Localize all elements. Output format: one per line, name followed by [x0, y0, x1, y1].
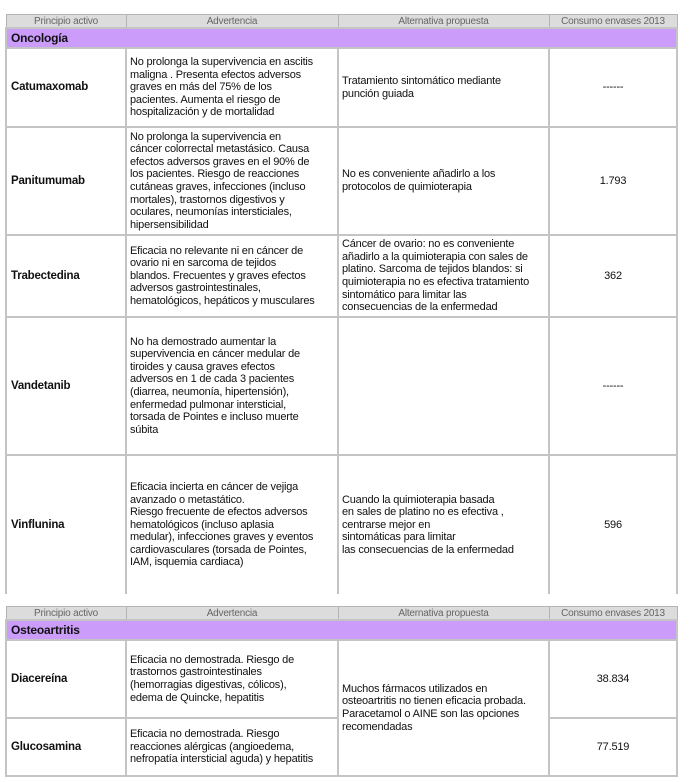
header-principio: Principio activo — [5, 14, 127, 29]
header-advertencia: Advertencia — [125, 606, 339, 621]
alternativa-cell: No es conveniente añadirlo a los protoco… — [337, 126, 550, 236]
table-row: Glucosamina Eficacia no demostrada. Ries… — [5, 717, 678, 777]
drug-name: Catumaxomab — [5, 47, 127, 128]
consumo-cell: 362 — [548, 234, 678, 318]
header-consumo: Consumo envases 2013 — [548, 14, 678, 29]
header-alternativa: Alternativa propuesta — [337, 14, 550, 29]
alternativa-cell: Muchos fármacos utilizados en osteoartri… — [337, 639, 550, 777]
section-row: Oncología — [5, 27, 678, 49]
advertencia-cell: Eficacia incierta en cáncer de vejiga av… — [125, 454, 339, 594]
consumo-cell: 596 — [548, 454, 678, 594]
table-row: Vinflunina Eficacia incierta en cáncer d… — [5, 454, 678, 594]
header-alternativa: Alternativa propuesta — [337, 606, 550, 621]
header-advertencia: Advertencia — [125, 14, 339, 29]
table-row: Catumaxomab No prolonga la supervivencia… — [5, 47, 678, 128]
oncologia-table: Principio activo Advertencia Alternativa… — [5, 14, 678, 594]
section-row: Osteoartritis — [5, 619, 678, 641]
section-oncologia: Oncología — [5, 27, 678, 49]
advertencia-cell: Eficacia no relevante ni en cáncer de ov… — [125, 234, 339, 318]
header-principio: Principio activo — [5, 606, 127, 621]
drug-name: Trabectedina — [5, 234, 127, 318]
advertencia-cell: Eficacia no demostrada. Riesgo de trasto… — [125, 639, 339, 719]
advertencia-cell: No ha demostrado aumentar la supervivenc… — [125, 316, 339, 456]
drug-name: Vandetanib — [5, 316, 127, 456]
header-row: Principio activo Advertencia Alternativa… — [5, 606, 678, 621]
drug-name: Diacereína — [5, 639, 127, 719]
osteoartritis-table: Principio activo Advertencia Alternativa… — [5, 606, 678, 777]
drug-name: Vinflunina — [5, 454, 127, 594]
section-osteoartritis: Osteoartritis — [5, 619, 678, 641]
consumo-cell: 1.793 — [548, 126, 678, 236]
consumo-cell: ------ — [548, 316, 678, 456]
header-row: Principio activo Advertencia Alternativa… — [5, 14, 678, 29]
advertencia-cell: Eficacia no demostrada. Riesgo reaccione… — [125, 717, 339, 777]
table-row: Trabectedina Eficacia no relevante ni en… — [5, 234, 678, 318]
alternativa-cell: Cuando la quimioterapia basada en sales … — [337, 454, 550, 594]
advertencia-cell: No prolonga la supervivencia en cáncer c… — [125, 126, 339, 236]
header-consumo: Consumo envases 2013 — [548, 606, 678, 621]
consumo-cell: 38.834 — [548, 639, 678, 719]
table-row: Vandetanib No ha demostrado aumentar la … — [5, 316, 678, 456]
table-row: Panitumumab No prolonga la supervivencia… — [5, 126, 678, 236]
drug-name: Panitumumab — [5, 126, 127, 236]
alternativa-cell: Tratamiento sintomático mediante punción… — [337, 47, 550, 128]
alternativa-cell: Cáncer de ovario: no es conveniente añad… — [337, 234, 550, 318]
advertencia-cell: No prolonga la supervivencia en ascitis … — [125, 47, 339, 128]
drug-name: Glucosamina — [5, 717, 127, 777]
table-row: Diacereína Eficacia no demostrada. Riesg… — [5, 639, 678, 777]
consumo-cell: ------ — [548, 47, 678, 128]
alternativa-cell — [337, 316, 550, 456]
consumo-cell: 77.519 — [548, 717, 678, 777]
